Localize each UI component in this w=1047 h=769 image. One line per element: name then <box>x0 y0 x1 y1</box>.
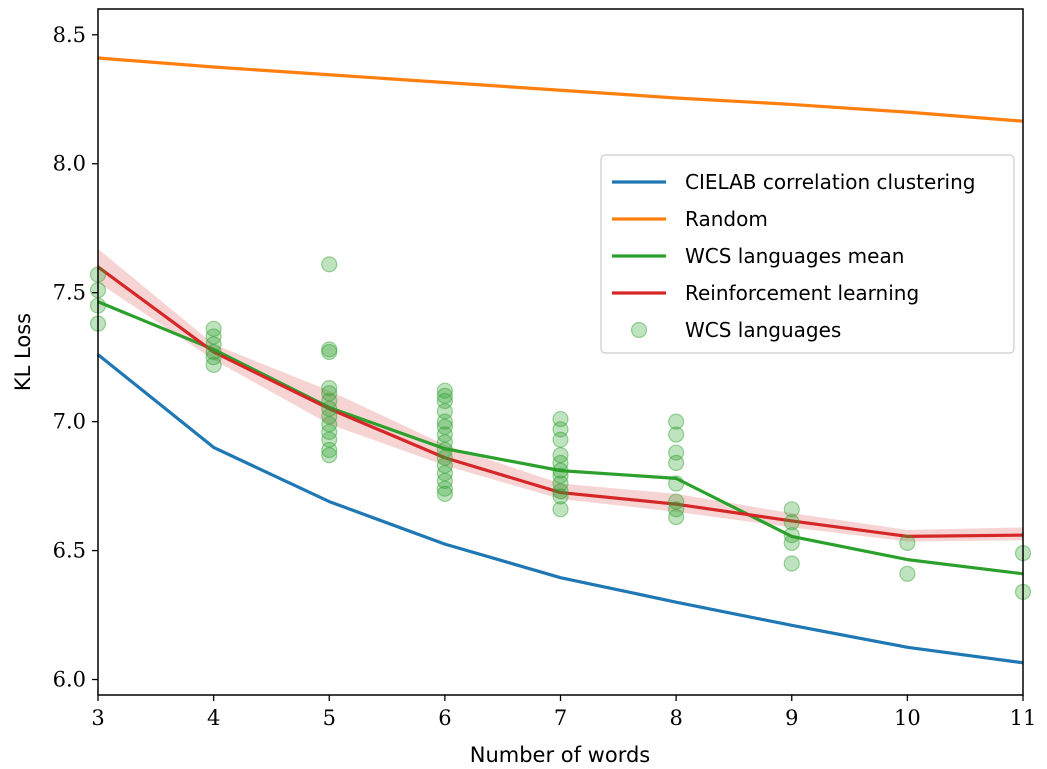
x-tick-label: 11 <box>1010 706 1037 730</box>
scatter-point <box>436 426 453 443</box>
scatter-point <box>321 441 338 459</box>
scatter-point <box>552 501 569 518</box>
scatter-point <box>783 534 800 551</box>
scatter-point <box>205 343 222 361</box>
x-tick-label: 3 <box>91 706 104 730</box>
scatter-point <box>321 256 338 273</box>
scatter-point <box>552 467 569 484</box>
x-axis-label: Number of words <box>470 743 651 767</box>
y-axis-label: KL Loss <box>11 313 35 391</box>
scatter-point <box>321 447 338 464</box>
legend-label-2: WCS languages mean <box>685 244 904 268</box>
scatter-point <box>783 501 800 518</box>
scatter-point <box>668 508 685 526</box>
scatter-point <box>321 431 338 448</box>
x-tick-label: 5 <box>323 706 336 730</box>
scatter-point <box>321 385 338 402</box>
x-axis: 3 4 5 6 7 8 9 10 11 <box>91 695 1036 730</box>
scatter-point <box>321 380 338 397</box>
scatter-point <box>668 454 685 471</box>
scatter-point <box>783 514 800 531</box>
scatter-point <box>668 426 685 443</box>
confidence-band-layer <box>98 248 1023 542</box>
scatter-point <box>321 408 338 425</box>
legend-label-1: Random <box>685 207 768 231</box>
scatter-point <box>205 349 222 366</box>
scatter-point <box>552 421 569 438</box>
scatter-point <box>783 555 800 572</box>
scatter-point <box>783 527 800 544</box>
legend-label-scatter: WCS languages <box>685 318 841 342</box>
scatter-point <box>899 534 916 551</box>
scatter-point <box>205 328 222 345</box>
scatter-point <box>321 343 338 361</box>
scatter-point <box>436 392 453 410</box>
x-tick-label: 10 <box>894 706 921 730</box>
scatter-point <box>321 416 338 433</box>
y-tick-label: 7.0 <box>53 410 86 434</box>
scatter-point <box>552 462 569 479</box>
scatter-point <box>552 431 569 448</box>
scatter-point <box>205 320 222 337</box>
scatter-point <box>436 472 453 490</box>
x-tick-label: 6 <box>438 706 451 730</box>
scatter-point <box>668 501 685 518</box>
y-axis: 6.0 6.5 7.0 7.5 8.0 8.5 <box>53 23 98 692</box>
y-tick-label: 7.5 <box>53 281 86 305</box>
legend-label-0: CIELAB correlation clustering <box>685 170 975 194</box>
scatter-point <box>321 341 338 358</box>
y-tick-label: 8.0 <box>53 152 86 176</box>
scatter-point <box>899 565 916 582</box>
scatter-point <box>321 400 338 417</box>
scatter-point <box>668 444 685 461</box>
x-tick-label: 8 <box>669 706 682 730</box>
scatter-point <box>436 382 453 399</box>
x-tick-label: 7 <box>554 706 567 730</box>
scatter-point <box>552 447 569 464</box>
scatter-point <box>552 488 569 505</box>
scatter-point <box>205 336 222 353</box>
legend: CIELAB correlation clustering Random WCS l… <box>600 154 1015 354</box>
scatter-point <box>552 454 569 471</box>
y-tick-label: 6.0 <box>53 668 86 692</box>
scatter-point <box>436 434 453 451</box>
scatter-point <box>436 480 453 497</box>
scatter-point <box>205 356 222 373</box>
legend-label-3: Reinforcement learning <box>685 281 919 305</box>
scatter-point <box>321 392 338 410</box>
series-layer <box>96 56 1024 665</box>
series-line-1 <box>97 56 1024 123</box>
confidence-band <box>98 248 1023 542</box>
scatter-point <box>552 483 569 500</box>
series-line-2 <box>97 300 1024 576</box>
x-tick-label: 4 <box>207 706 220 730</box>
scatter-point <box>436 413 453 430</box>
scatter-point <box>436 441 453 459</box>
scatter-point <box>436 485 453 502</box>
scatter-point <box>668 413 685 430</box>
scatter-point <box>436 465 453 482</box>
scatter-point <box>436 418 453 435</box>
legend-swatch-scatter <box>630 321 648 339</box>
scatter-point <box>436 457 453 474</box>
scatter-point <box>668 493 685 510</box>
scatter-point <box>552 475 569 492</box>
scatter-point <box>668 475 685 492</box>
scatter-point <box>321 423 338 441</box>
x-tick-label: 9 <box>785 706 798 730</box>
scatter-point <box>436 403 453 420</box>
series-line-3 <box>97 265 1024 538</box>
y-tick-label: 6.5 <box>53 539 86 563</box>
scatter-point <box>436 387 453 404</box>
series-line-0 <box>96 353 1024 665</box>
scatter-point <box>552 410 569 428</box>
legend-frame <box>600 154 1015 354</box>
scatter-point <box>436 449 453 466</box>
y-tick-label: 8.5 <box>53 23 86 47</box>
